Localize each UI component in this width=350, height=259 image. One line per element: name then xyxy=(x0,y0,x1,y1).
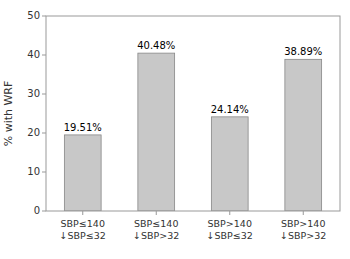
y-tick-label: 50 xyxy=(27,10,40,21)
y-tick xyxy=(42,172,46,173)
bar xyxy=(64,135,101,211)
bar xyxy=(285,59,322,211)
y-tick xyxy=(42,211,46,212)
bar xyxy=(138,53,175,211)
plot-background xyxy=(46,16,340,211)
x-tick xyxy=(229,211,230,215)
x-tick-label: SBP>140↓SBP>32 xyxy=(280,218,326,241)
y-tick-label: 20 xyxy=(27,127,40,138)
y-tick-label: 30 xyxy=(27,88,40,99)
y-tick xyxy=(42,16,46,17)
data-label: 19.51% xyxy=(64,122,102,133)
x-tick-label: SBP>140↓SBP≤32 xyxy=(207,218,253,241)
y-tick xyxy=(42,133,46,134)
chart-svg: 0 10 20 30 40 50 SBP≤140↓SBP≤32 SBP≤140↓SBP>32 S… xyxy=(0,0,350,259)
x-tick xyxy=(82,211,83,215)
bar xyxy=(211,117,248,211)
y-tick-label: 0 xyxy=(34,205,40,216)
x-tick-label: SBP≤140↓SBP≤32 xyxy=(60,218,106,241)
y-tick-label: 10 xyxy=(27,166,40,177)
plot-frame xyxy=(46,16,340,211)
data-label: 40.48% xyxy=(137,40,175,51)
x-tick xyxy=(303,211,304,215)
y-tick xyxy=(42,94,46,95)
x-tick-label: SBP≤140↓SBP>32 xyxy=(133,218,179,241)
y-axis-label: % with WRF xyxy=(2,81,15,147)
y-tick-label: 40 xyxy=(27,49,40,60)
bars xyxy=(64,53,321,211)
x-tick xyxy=(156,211,157,215)
y-tick xyxy=(42,55,46,56)
data-label: 38.89% xyxy=(284,46,322,57)
data-label: 24.14% xyxy=(211,104,249,115)
chart-container: 0 10 20 30 40 50 SBP≤140↓SBP≤32 SBP≤140↓SBP>32 S… xyxy=(0,0,350,259)
